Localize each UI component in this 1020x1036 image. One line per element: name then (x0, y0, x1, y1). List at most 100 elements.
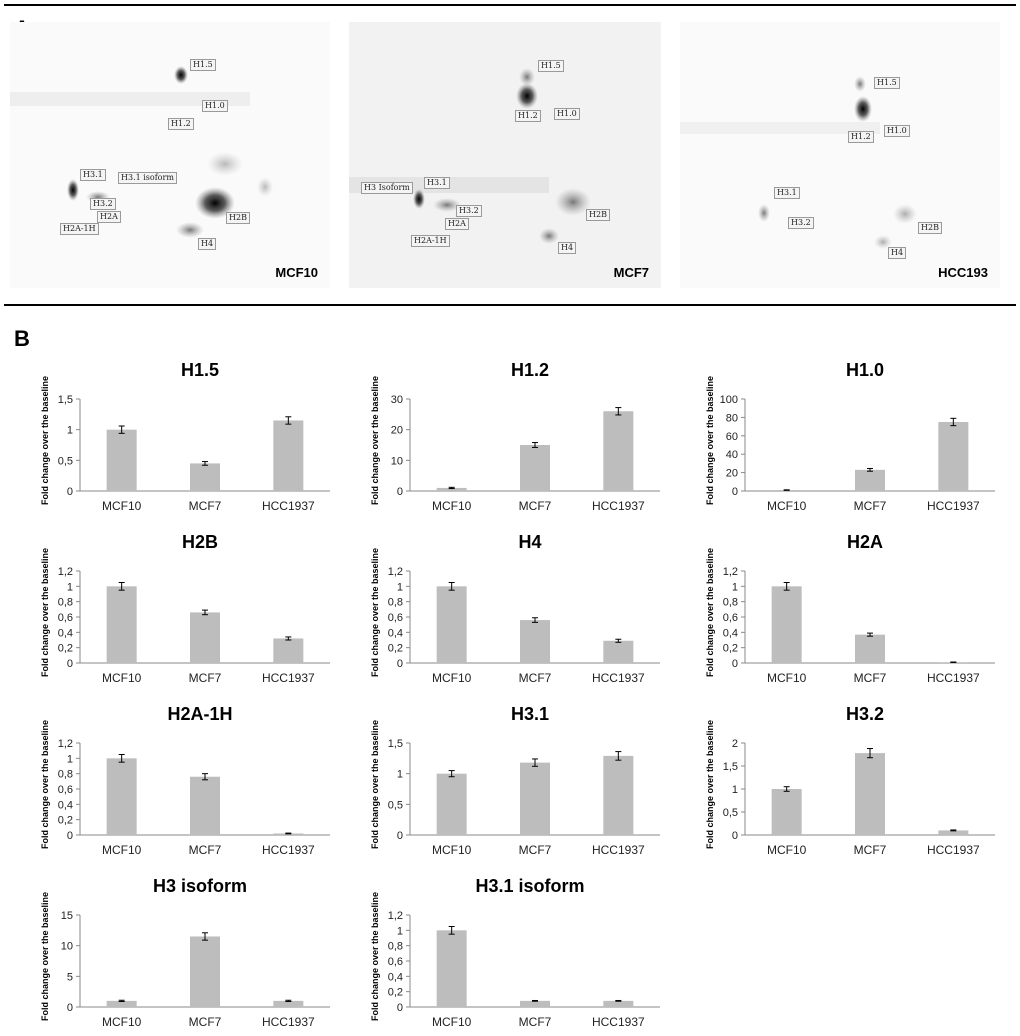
y-tick-label: 1 (67, 581, 73, 593)
y-tick-label: 30 (391, 394, 403, 406)
bar-chart: H1.5 Fold change over the baseline 0 0,5 1 1,… (40, 360, 360, 520)
x-tick-label: HCC1937 (592, 1015, 645, 1029)
spot-label: H3.1 (424, 177, 450, 189)
chart-plot: 0 0,2 0,4 0,6 0,8 1 1,2 MCF10 MCF7 HCC1937 (388, 566, 660, 685)
x-tick-label: HCC1937 (262, 1015, 315, 1029)
spot-label: H3.1 (774, 187, 800, 199)
y-tick-label: 0,4 (388, 627, 403, 639)
bar (603, 755, 634, 835)
x-tick-label: MCF7 (519, 499, 552, 513)
y-tick-label: 0,6 (58, 612, 73, 624)
chart-plot: 0 0,5 1 1,5 2 MCF10 MCF7 HCC1937 (723, 738, 995, 857)
gel-spots (349, 68, 591, 244)
bar (106, 429, 137, 491)
y-tick-label: 1 (397, 581, 403, 593)
spot-label: H1.2 (515, 110, 541, 122)
spot-label: H3.1 isoform (118, 172, 177, 184)
spot-label: H2A (445, 218, 469, 230)
x-tick-label: MCF7 (854, 843, 887, 857)
y-tick-label: 0 (732, 658, 738, 670)
x-tick-label: MCF10 (432, 843, 472, 857)
top-rule (4, 4, 1016, 6)
bar-chart: H3.1 isoform Fold change over the baselin… (370, 876, 690, 1036)
bar-chart: H3 isoform Fold change over the baseline 0… (40, 876, 360, 1036)
x-tick-label: MCF7 (854, 671, 887, 685)
x-tick-label: MCF10 (102, 499, 142, 513)
y-tick-label: 1 (67, 425, 73, 437)
x-tick-label: HCC1937 (927, 843, 980, 857)
y-tick-label: 20 (391, 425, 403, 437)
middle-rule (4, 304, 1016, 306)
x-tick-label: MCF10 (767, 499, 807, 513)
y-tick-label: 0,6 (388, 956, 403, 968)
chart-plot: 0 0,2 0,4 0,6 0,8 1 1,2 MCF10 MCF7 HCC1937 (58, 566, 330, 685)
spot-label: H3.2 (788, 217, 814, 229)
bar-chart: H1.0 Fold change over the baseline 0 20 40 60… (705, 360, 1020, 520)
chart-plot: 0 0,2 0,4 0,6 0,8 1 1,2 MCF10 MCF7 HCC1937 (723, 566, 995, 685)
y-tick-label: 0 (397, 830, 403, 842)
spot-label: H4 (888, 247, 907, 259)
chart-title: H3.1 (510, 704, 550, 724)
y-tick-label: 0 (397, 658, 403, 670)
chart-title: H2B (181, 532, 218, 552)
y-tick-label: 60 (726, 431, 738, 443)
gel-image-mcf10: H1.5 H1.0 H1.2 H3.1 H3.1 isoform H3.2 H2… (10, 22, 330, 288)
bar-chart: H2A-1H Fold change over the baseline 0 0,2 0… (40, 704, 360, 864)
x-tick-label: MCF10 (432, 1015, 472, 1029)
bar (436, 930, 467, 1007)
bar-chart: H4 Fold change over the baseline 0 0,2 0,4 0,… (370, 532, 690, 692)
x-tick-label: MCF10 (432, 671, 472, 685)
y-tick-label: 100 (720, 394, 738, 406)
bar-chart: H2B Fold change over the baseline 0 0,2 0,4 0… (40, 532, 360, 692)
spot-label: H1.0 (884, 125, 910, 137)
x-tick-label: MCF7 (519, 843, 552, 857)
x-tick-label: MCF10 (102, 843, 142, 857)
y-tick-label: 20 (726, 468, 738, 480)
y-tick-label: 0 (397, 1002, 403, 1014)
y-tick-label: 0,5 (723, 807, 738, 819)
gel-image-hcc193: H1.5 H1.2 H1.0 H3.1 H3.2 H2B H4 HCC193 (680, 22, 1000, 288)
chart-plot: 0 0,5 1 1,5 MCF10 MCF7 HCC1937 (388, 738, 660, 857)
bar-chart: H1.2 Fold change over the baseline 0 10 20 30… (370, 360, 690, 520)
chart-plot: 0 0,5 1 1,5 MCF10 MCF7 HCC1937 (58, 394, 330, 513)
spot-label: H2B (226, 212, 250, 224)
bar (436, 487, 467, 491)
y-tick-label: 0,5 (58, 455, 73, 467)
bar (106, 758, 137, 835)
y-tick-label: 0 (732, 486, 738, 498)
bar (273, 1000, 304, 1007)
bar (106, 1000, 137, 1007)
bar (520, 1000, 550, 1007)
y-tick-label: 0,6 (388, 612, 403, 624)
y-tick-label: 0,8 (58, 769, 73, 781)
x-tick-label: MCF7 (519, 1015, 552, 1029)
y-tick-label: 0,4 (388, 971, 403, 983)
x-tick-label: MCF7 (189, 671, 222, 685)
spot-label: H1.2 (848, 131, 874, 143)
chart-title: H4 (518, 532, 542, 552)
y-tick-label: 0,5 (388, 799, 403, 811)
x-tick-label: HCC1937 (262, 499, 315, 513)
bar (520, 620, 550, 663)
spot-label: H1.5 (874, 77, 900, 89)
x-tick-label: MCF7 (189, 499, 222, 513)
x-tick-label: MCF10 (767, 843, 807, 857)
y-tick-label: 0,4 (58, 799, 73, 811)
x-tick-label: HCC1937 (262, 671, 315, 685)
chart-title: H1.0 (845, 360, 885, 380)
y-tick-label: 1,2 (388, 910, 403, 922)
x-tick-label: HCC1937 (927, 499, 980, 513)
spot-label: H2B (918, 222, 942, 234)
bar (603, 411, 634, 491)
y-tick-label: 0 (732, 830, 738, 842)
chart-title: H2A (846, 532, 883, 552)
chart-title: H2A-1H (167, 704, 233, 724)
spot-label: H1.2 (168, 118, 194, 130)
y-tick-label: 0,6 (58, 784, 73, 796)
x-tick-label: MCF10 (432, 499, 472, 513)
y-tick-label: 0,2 (388, 643, 403, 655)
bar-chart: H3.1 Fold change over the baseline 0 0,5 1 1,… (370, 704, 690, 864)
spot-label: H2B (586, 209, 610, 221)
chart-title: H3.2 (845, 704, 885, 724)
x-tick-label: MCF7 (519, 671, 552, 685)
